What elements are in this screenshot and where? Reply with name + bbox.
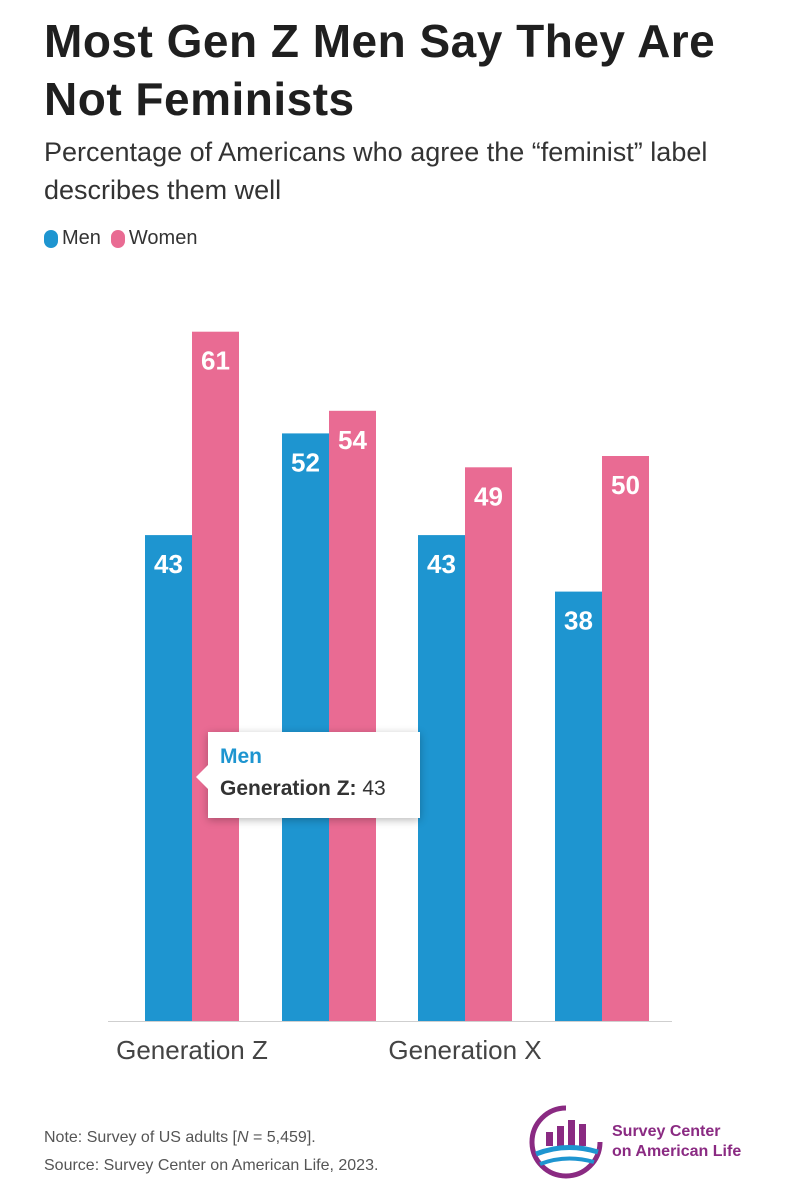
bar-men-3[interactable] [418, 535, 465, 1021]
footer: Note: Survey of US adults [N = 5,459]. S… [44, 1124, 378, 1180]
bar-chart: 43 52 43 38 61 54 49 50 Generation Z Generation X [108, 331, 672, 1065]
data-label-women-4: 50 [611, 470, 640, 500]
bar-women-2[interactable] [329, 410, 376, 1021]
tooltip-row: Generation Z: 43 [220, 772, 408, 806]
chart-title: Most Gen Z Men Say They Are Not Feminist… [44, 15, 716, 125]
data-label-men-2: 52 [291, 447, 320, 477]
legend-swatch-women [110, 229, 125, 248]
bar-women-4[interactable] [602, 456, 649, 1021]
logo-text: Survey Center on American Life [612, 1123, 742, 1160]
bar-women-1[interactable] [192, 331, 239, 1021]
tooltip-value: 43 [362, 777, 386, 800]
survey-center-logo: Survey Center on American Life [526, 1102, 766, 1182]
legend-item-women[interactable]: Women [110, 227, 198, 250]
legend: Men Women [44, 227, 201, 250]
data-label-women-2: 54 [338, 425, 367, 455]
tooltip-series: Men [220, 745, 262, 768]
chart-tooltip: Men Generation Z: 43 [196, 732, 420, 818]
legend-label-women: Women [128, 227, 198, 249]
data-label-women-1: 61 [201, 346, 230, 376]
x-tick-label-1: Generation Z [116, 1035, 268, 1065]
legend-swatch-men [44, 229, 58, 248]
legend-item-men[interactable]: Men [44, 227, 101, 250]
logo-emblem-icon [529, 1105, 603, 1179]
data-label-men-4: 38 [564, 606, 593, 636]
data-label-men-3: 43 [427, 549, 456, 579]
data-label-women-3: 49 [474, 481, 503, 511]
data-label-men-1: 43 [154, 549, 183, 579]
footer-source: Source: Survey Center on American Life, … [44, 1157, 379, 1174]
bar-men-2[interactable] [282, 433, 329, 1021]
tooltip-category: Generation Z: [220, 777, 357, 800]
legend-label-men: Men [62, 227, 101, 249]
chart-subtitle: Percentage of Americans who agree the “f… [44, 137, 708, 205]
bar-men-1[interactable] [145, 535, 192, 1021]
footer-note: Note: Survey of US adults [N = 5,459]. [44, 1129, 316, 1146]
bar-men-4[interactable] [555, 591, 602, 1021]
bar-women-3[interactable] [465, 467, 512, 1021]
x-tick-label-3: Generation X [388, 1035, 541, 1065]
